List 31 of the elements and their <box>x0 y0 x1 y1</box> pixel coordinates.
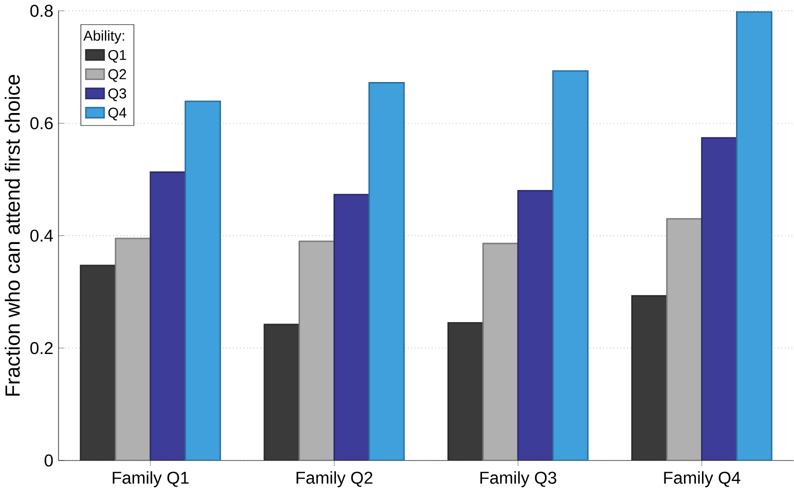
bar <box>368 82 405 461</box>
bar <box>80 264 116 461</box>
bar <box>298 240 335 461</box>
legend-label: Q4 <box>108 108 126 120</box>
legend-label: Q1 <box>108 50 126 63</box>
bar <box>517 190 554 461</box>
x-tick-label: Family Q1 <box>112 471 189 488</box>
legend-title: Ability: <box>83 30 124 44</box>
legend-label: Q3 <box>108 88 126 102</box>
bar <box>184 100 221 461</box>
bar <box>666 218 703 461</box>
y-tick-label: 0.2 <box>30 342 53 354</box>
bar <box>447 322 484 461</box>
y-tick-label: 0 <box>44 454 53 467</box>
x-tick-label: Family Q3 <box>480 471 556 488</box>
y-tick-label: 0.8 <box>30 4 53 17</box>
y-tick-label: 0.6 <box>30 117 53 130</box>
bar <box>736 11 772 461</box>
bar <box>701 137 738 461</box>
x-tick-label: Family Q4 <box>664 471 740 488</box>
bar <box>114 238 152 461</box>
bar <box>150 171 186 461</box>
y-tick-label: 0.4 <box>30 230 53 242</box>
bar <box>264 324 300 461</box>
legend-label: Q2 <box>108 69 126 82</box>
bar <box>552 70 589 461</box>
bar <box>334 194 370 461</box>
bar <box>482 242 519 461</box>
bar <box>631 295 668 461</box>
x-tick-label: Family Q2 <box>296 471 372 488</box>
y-axis-title: Fraction who can attend first choice <box>4 74 20 396</box>
